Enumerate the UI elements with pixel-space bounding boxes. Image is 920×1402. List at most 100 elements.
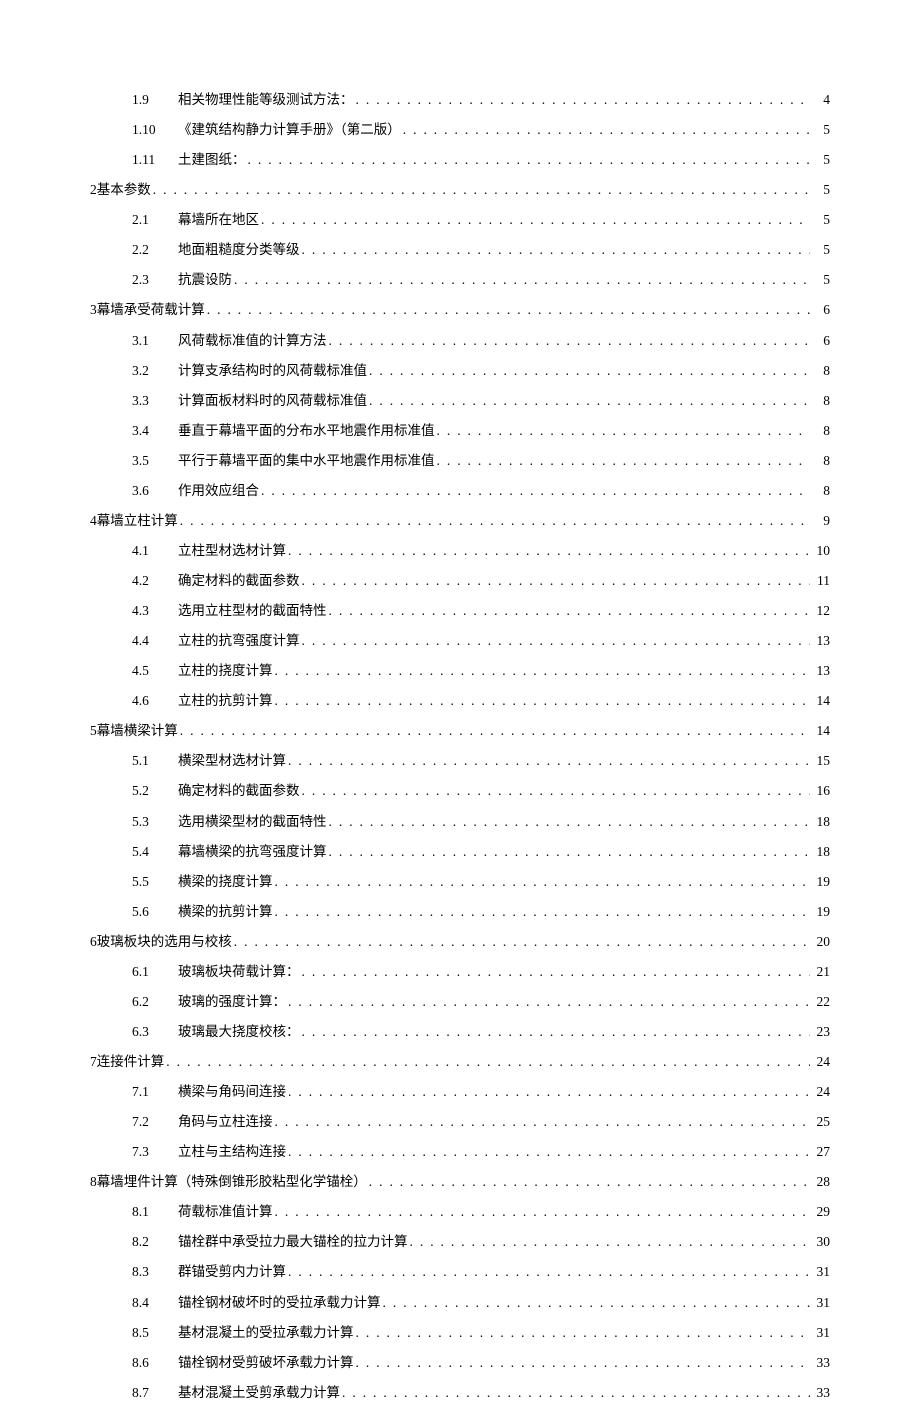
toc-entry-title: 作用效应组合 — [172, 481, 261, 501]
toc-entry-page: 8 — [810, 481, 830, 501]
toc-leader-dots — [369, 1172, 810, 1192]
toc-entry-page: 8 — [810, 451, 830, 471]
toc-entry-title: 锚栓钢材破坏时的受拉承载力计算 — [172, 1293, 383, 1313]
toc-entry-title: 幕墙横梁的抗弯强度计算 — [172, 842, 329, 862]
toc-entry-page: 5 — [810, 270, 830, 290]
toc-entry-number: 8.1 — [132, 1202, 172, 1222]
toc-entry-page: 5 — [810, 120, 830, 140]
toc-entry-number: 3.3 — [132, 391, 172, 411]
toc-entry-title: 玻璃的强度计算： — [172, 992, 288, 1012]
toc-entry-title: 玻璃最大挠度校核： — [172, 1022, 302, 1042]
toc-entry: 8.4锚栓钢材破坏时的受拉承载力计算31 — [90, 1293, 830, 1313]
toc-entry-number: 5 — [90, 721, 97, 741]
toc-leader-dots — [234, 932, 810, 952]
toc-leader-dots — [437, 421, 811, 441]
toc-entry-title: 选用横梁型材的截面特性 — [172, 812, 329, 832]
toc-entry-number: 6.2 — [132, 992, 172, 1012]
toc-entry-number: 2.1 — [132, 210, 172, 230]
toc-leader-dots — [288, 1082, 810, 1102]
toc-entry: 3.4垂直于幕墙平面的分布水平地震作用标准值8 — [90, 421, 830, 441]
toc-leader-dots — [342, 1383, 810, 1402]
toc-entry: 4.6立柱的抗剪计算14 — [90, 691, 830, 711]
toc-entry-number: 5.3 — [132, 812, 172, 832]
toc-entry-page: 8 — [810, 361, 830, 381]
toc-entry-title: 选用立柱型材的截面特性 — [172, 601, 329, 621]
toc-entry-page: 21 — [810, 962, 830, 982]
toc-entry-title: 幕墙横梁计算 — [97, 721, 180, 741]
toc-entry-number: 4.2 — [132, 571, 172, 591]
toc-entry: 2.3抗震设防5 — [90, 270, 830, 290]
toc-entry: 8.5基材混凝土的受拉承载力计算31 — [90, 1323, 830, 1343]
toc-leader-dots — [410, 1232, 811, 1252]
toc-leader-dots — [275, 902, 811, 922]
toc-entry-page: 27 — [810, 1142, 830, 1162]
toc-entry-title: 立柱的抗剪计算 — [172, 691, 275, 711]
toc-leader-dots — [329, 842, 811, 862]
toc-entry: 8.6锚栓钢材受剪破坏承载力计算33 — [90, 1353, 830, 1373]
toc-entry-number: 4 — [90, 511, 97, 531]
toc-entry-number: 4.6 — [132, 691, 172, 711]
toc-entry-title: 土建图纸： — [172, 150, 248, 170]
toc-entry-title: 地面粗糙度分类等级 — [172, 240, 302, 260]
toc-entry: 2.1幕墙所在地区5 — [90, 210, 830, 230]
toc-leader-dots — [180, 511, 810, 531]
toc-entry-page: 24 — [810, 1082, 830, 1102]
toc-entry-number: 6.1 — [132, 962, 172, 982]
toc-entry: 6.1玻璃板块荷载计算：21 — [90, 962, 830, 982]
toc-entry: 6 玻璃板块的选用与校核20 — [90, 932, 830, 952]
toc-entry: 4.1立柱型材选材计算10 — [90, 541, 830, 561]
toc-entry-page: 10 — [810, 541, 830, 561]
toc-entry-title: 立柱的挠度计算 — [172, 661, 275, 681]
toc-entry: 5 幕墙横梁计算14 — [90, 721, 830, 741]
toc-entry-title: 基材混凝土的受拉承载力计算 — [172, 1323, 356, 1343]
toc-leader-dots — [383, 1293, 811, 1313]
toc-entry-title: 风荷载标准值的计算方法 — [172, 331, 329, 351]
toc-leader-dots — [369, 391, 810, 411]
toc-leader-dots — [166, 1052, 810, 1072]
toc-entry-page: 16 — [810, 781, 830, 801]
toc-leader-dots — [275, 691, 811, 711]
toc-entry-number: 3.2 — [132, 361, 172, 381]
toc-leader-dots — [356, 1353, 811, 1373]
toc-entry-number: 8.5 — [132, 1323, 172, 1343]
toc-entry-title: 连接件计算 — [97, 1052, 167, 1072]
toc-entry-title: 幕墙立柱计算 — [97, 511, 180, 531]
toc-entry: 8.1荷载标准值计算29 — [90, 1202, 830, 1222]
toc-entry: 7 连接件计算 24 — [90, 1052, 830, 1072]
toc-entry-title: 垂直于幕墙平面的分布水平地震作用标准值 — [172, 421, 437, 441]
toc-leader-dots — [207, 300, 810, 320]
toc-entry-title: 锚栓钢材受剪破坏承载力计算 — [172, 1353, 356, 1373]
toc-entry-page: 18 — [810, 842, 830, 862]
toc-entry: 8.3群锚受剪内力计算31 — [90, 1262, 830, 1282]
toc-entry: 4 幕墙立柱计算9 — [90, 511, 830, 531]
toc-entry-page: 13 — [810, 631, 830, 651]
toc-entry: 1.10《建筑结构静力计算手册》（第二版）5 — [90, 120, 830, 140]
toc-entry-page: 5 — [810, 210, 830, 230]
toc-leader-dots — [302, 571, 811, 591]
toc-entry: 1.9相关物理性能等级测试方法：4 — [90, 90, 830, 110]
toc-leader-dots — [329, 331, 811, 351]
toc-entry-number: 7 — [90, 1052, 97, 1072]
toc-entry-title: 荷载标准值计算 — [172, 1202, 275, 1222]
toc-entry-number: 5.2 — [132, 781, 172, 801]
toc-entry-title: 平行于幕墙平面的集中水平地震作用标准值 — [172, 451, 437, 471]
toc-entry: 3.5平行于幕墙平面的集中水平地震作用标准值8 — [90, 451, 830, 471]
toc-entry: 7.3立柱与主结构连接27 — [90, 1142, 830, 1162]
toc-entry-title: 横梁与角码间连接 — [172, 1082, 288, 1102]
toc-entry-title: 计算面板材料时的风荷载标准值 — [172, 391, 369, 411]
toc-entry-number: 5.4 — [132, 842, 172, 862]
toc-entry: 8.2锚栓群中承受拉力最大锚栓的拉力计算30 — [90, 1232, 830, 1252]
toc-entry-page: 22 — [810, 992, 830, 1012]
toc-entry: 3 幕墙承受荷载计算6 — [90, 300, 830, 320]
toc-leader-dots — [234, 270, 810, 290]
table-of-contents: 1.9相关物理性能等级测试方法：4 1.10《建筑结构静力计算手册》（第二版）5 1… — [90, 90, 830, 1402]
toc-entry-title: 锚栓群中承受拉力最大锚栓的拉力计算 — [172, 1232, 410, 1252]
toc-entry-number: 2.3 — [132, 270, 172, 290]
toc-entry-page: 31 — [810, 1293, 830, 1313]
toc-entry-page: 24 — [810, 1052, 830, 1072]
toc-entry-number: 1.9 — [132, 90, 172, 110]
toc-entry-page: 11 — [810, 571, 830, 591]
toc-entry-number: 3 — [90, 300, 97, 320]
toc-entry-title: 角码与立柱连接 — [172, 1112, 275, 1132]
toc-entry: 5.1横梁型材选材计算15 — [90, 751, 830, 771]
